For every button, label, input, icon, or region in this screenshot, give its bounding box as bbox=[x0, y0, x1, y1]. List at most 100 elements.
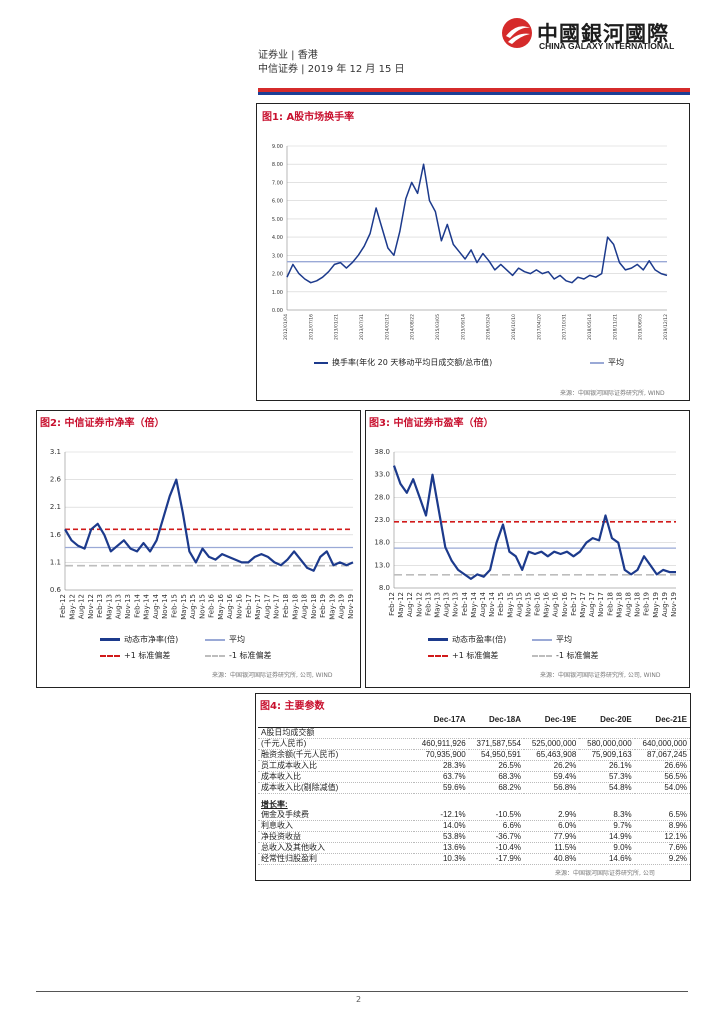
y-tick-label: 0.6 bbox=[50, 586, 62, 594]
series-line bbox=[286, 163, 668, 284]
table-row: 经常性归股盈利 10.3% -17.9% 40.8% 14.6% 9.2% bbox=[258, 853, 690, 865]
row-label: 利息收入 bbox=[258, 820, 414, 832]
table-cell bbox=[414, 794, 469, 811]
row-label: 总收入及其他收入 bbox=[258, 842, 414, 854]
table-cell: Dec-21E bbox=[634, 713, 690, 728]
table-cell: 53.8% bbox=[414, 831, 469, 843]
table-row: 成本收入比(剔除减值) 59.6% 68.2% 56.8% 54.8% 54.0% bbox=[258, 782, 690, 794]
fig1-panel bbox=[256, 103, 690, 401]
table-cell: 8.9% bbox=[634, 820, 690, 832]
x-tick-label: 2016/10/10 bbox=[511, 314, 517, 340]
page-number: 2 bbox=[356, 995, 362, 1004]
y-tick-label: 23.0 bbox=[374, 516, 390, 524]
table-cell bbox=[579, 794, 634, 811]
table-cell: 59.4% bbox=[524, 771, 580, 783]
table-row: A股日均成交额 bbox=[258, 727, 690, 739]
x-tick-label: Aug-18 bbox=[301, 594, 309, 619]
fig4-source: 来源：中国银河国际证券研究所, 公司 bbox=[555, 870, 655, 877]
legend-series-label: 动态市盈率(倍) bbox=[452, 635, 507, 644]
x-tick-label: Aug-15 bbox=[189, 594, 197, 619]
fig1-title: 图1: A股市场换手率 bbox=[262, 112, 355, 123]
y-tick-label: 1.6 bbox=[50, 531, 62, 539]
x-tick-label: Aug-18 bbox=[625, 592, 633, 617]
table-cell: 14.6% bbox=[579, 853, 635, 865]
row-label: 成本收入比(剔除减值) bbox=[258, 782, 414, 794]
table-cell: 59.6% bbox=[414, 782, 469, 794]
table-cell: 40.8% bbox=[524, 853, 580, 865]
table-cell: 11.5% bbox=[524, 842, 580, 854]
x-tick-label: Aug-16 bbox=[552, 591, 560, 617]
legend-plus-swatch bbox=[100, 654, 120, 657]
table-cell: -36.7% bbox=[468, 831, 524, 843]
table-cell bbox=[635, 794, 690, 811]
legend-average-swatch bbox=[590, 361, 604, 364]
x-tick-label: Nov-13 bbox=[452, 592, 460, 617]
table-cell: -10.5% bbox=[468, 810, 524, 821]
footer-rule bbox=[36, 991, 688, 992]
table-row: 净投资收益 53.8% -36.7% 77.9% 14.9% 12.1% bbox=[258, 831, 690, 843]
table-row: 融资余额(千元人民币) 70,935,900 54,950,591 65,463,90… bbox=[258, 749, 690, 761]
row-label: 佣金及手续费 bbox=[258, 810, 414, 821]
table-cell: 28.3% bbox=[414, 760, 469, 772]
table-cell bbox=[524, 794, 579, 811]
y-tick-label: 38.0 bbox=[374, 448, 390, 456]
x-tick-label: Nov-15 bbox=[524, 592, 532, 617]
table-cell: 8.3% bbox=[579, 810, 635, 821]
fig3-title: 图3: 中信证券市盈率（倍） bbox=[369, 418, 494, 429]
legend-average-swatch bbox=[205, 638, 225, 641]
x-tick-label: May-18 bbox=[291, 594, 299, 620]
row-label: (千元人民币) bbox=[258, 738, 414, 750]
x-tick-label: 2019/12/12 bbox=[663, 314, 669, 340]
fig2-panel bbox=[36, 410, 361, 688]
row-label: 净投资收益 bbox=[258, 831, 414, 843]
y-tick-label: 1.00 bbox=[272, 290, 283, 296]
series-line bbox=[392, 465, 676, 580]
y-tick-label: 9.00 bbox=[272, 144, 283, 150]
y-tick-label: 18.0 bbox=[374, 539, 390, 547]
table-cell: Dec-19E bbox=[524, 713, 580, 728]
y-tick-label: 13.0 bbox=[374, 561, 390, 569]
table-cell bbox=[634, 727, 690, 739]
y-tick-label: 2.00 bbox=[272, 272, 283, 278]
fig4-table: Dec-17A Dec-18A Dec-19E Dec-20E Dec-21E A股日均成… bbox=[258, 713, 690, 865]
x-tick-label: Feb-16 bbox=[534, 591, 542, 615]
x-tick-label: Aug-17 bbox=[588, 592, 596, 617]
y-tick-label: 0.00 bbox=[272, 308, 283, 314]
table-header-row: Dec-17A Dec-18A Dec-19E Dec-20E Dec-21E bbox=[258, 713, 690, 728]
fig4-title: 图4: 主要参数 bbox=[260, 701, 325, 712]
legend-average-label: 平均 bbox=[608, 358, 624, 367]
table-cell: 6.5% bbox=[634, 810, 690, 821]
x-tick-label: Aug-12 bbox=[78, 594, 86, 619]
x-tick-label: Nov-18 bbox=[634, 592, 642, 617]
x-tick-label: 2017/10/31 bbox=[562, 314, 568, 340]
x-tick-label: May-16 bbox=[217, 593, 225, 619]
x-tick-label: May-12 bbox=[397, 592, 405, 618]
table-cell: 9.0% bbox=[579, 842, 635, 854]
x-tick-label: Nov-12 bbox=[415, 592, 423, 617]
table-cell: 525,000,000 bbox=[524, 738, 580, 750]
logo-chinese-name: 中國銀河國際 bbox=[537, 22, 669, 46]
table-cell bbox=[468, 727, 524, 739]
table-cell: Dec-20E bbox=[579, 713, 635, 728]
row-label: A股日均成交额 bbox=[258, 727, 414, 739]
x-tick-label: Feb-19 bbox=[319, 594, 327, 618]
x-tick-label: Feb-15 bbox=[497, 592, 505, 616]
legend-series-label: 换手率(年化 20 天移动平均日成交额/总市值) bbox=[332, 358, 493, 367]
legend-minus-label: -1 标准偏差 bbox=[556, 651, 599, 660]
x-tick-label: May-19 bbox=[328, 594, 336, 620]
x-tick-label: 2012/07/16 bbox=[308, 314, 314, 340]
table-cell: 26.6% bbox=[634, 760, 690, 772]
table-cell: 26.1% bbox=[579, 760, 635, 772]
y-tick-label: 6.00 bbox=[272, 199, 283, 205]
table-row: 总收入及其他收入 13.6% -10.4% 11.5% 9.0% 7.6% bbox=[258, 842, 690, 854]
table-cell: 14.9% bbox=[579, 831, 635, 843]
fig1-source: 来源：中国银河国际证券研究所, WIND bbox=[560, 390, 665, 397]
table-cell: 10.3% bbox=[414, 853, 469, 865]
table-cell: 7.6% bbox=[634, 842, 690, 854]
x-tick-label: May-13 bbox=[433, 592, 441, 618]
table-cell: 56.5% bbox=[634, 771, 690, 783]
table-cell: 57.3% bbox=[579, 771, 635, 783]
table-cell: 56.8% bbox=[524, 782, 580, 794]
